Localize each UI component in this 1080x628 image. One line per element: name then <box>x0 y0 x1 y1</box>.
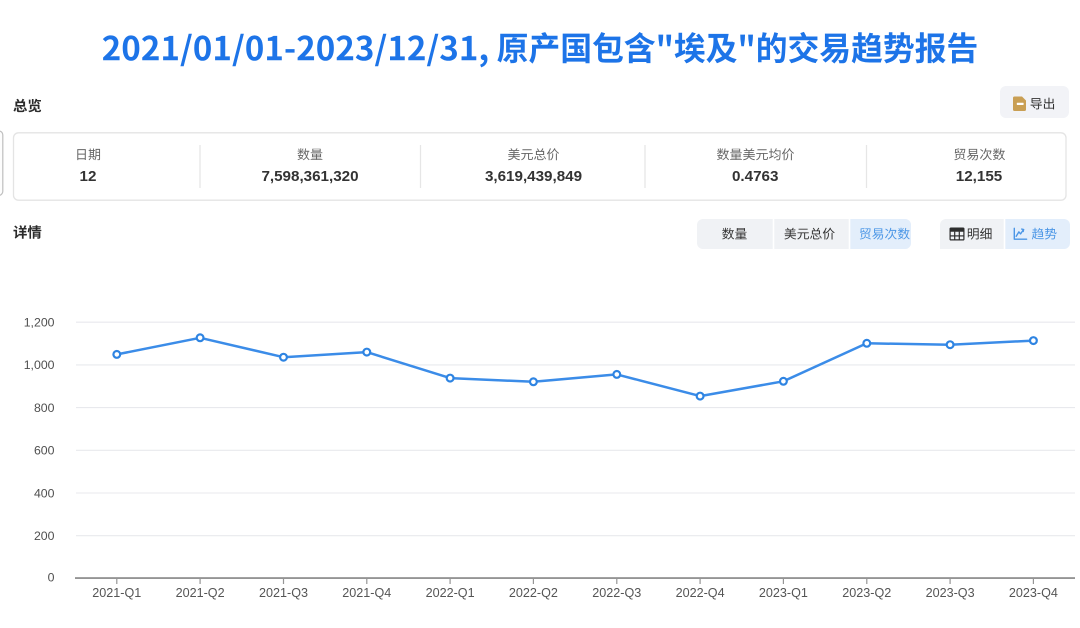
svg-text:0: 0 <box>48 571 55 585</box>
svg-text:400: 400 <box>34 486 55 500</box>
svg-text:7,598,361,320: 7,598,361,320 <box>261 168 358 185</box>
svg-text:2023-Q4: 2023-Q4 <box>1009 586 1058 600</box>
svg-text:2021-Q1: 2021-Q1 <box>92 586 141 600</box>
svg-text:12: 12 <box>80 168 97 185</box>
svg-text:600: 600 <box>34 444 55 458</box>
svg-text:0.4763: 0.4763 <box>732 168 778 185</box>
svg-text:1,000: 1,000 <box>24 358 55 372</box>
svg-text:2021-Q3: 2021-Q3 <box>259 586 308 600</box>
svg-text:2021-Q2: 2021-Q2 <box>176 586 225 600</box>
svg-text:2022-Q4: 2022-Q4 <box>676 586 725 600</box>
svg-text:2023-Q3: 2023-Q3 <box>926 586 975 600</box>
svg-text:200: 200 <box>34 529 55 543</box>
svg-text:2021-Q4: 2021-Q4 <box>342 586 391 600</box>
svg-text:2022-Q3: 2022-Q3 <box>592 586 641 600</box>
svg-text:12,155: 12,155 <box>956 168 1003 185</box>
svg-text:3,619,439,849: 3,619,439,849 <box>485 168 582 185</box>
svg-text:800: 800 <box>34 401 55 415</box>
svg-text:2023-Q1: 2023-Q1 <box>759 586 808 600</box>
svg-text:2022-Q1: 2022-Q1 <box>426 586 475 600</box>
svg-text:2023-Q2: 2023-Q2 <box>842 586 891 600</box>
svg-text:1,200: 1,200 <box>24 316 55 330</box>
svg-text:2022-Q2: 2022-Q2 <box>509 586 558 600</box>
